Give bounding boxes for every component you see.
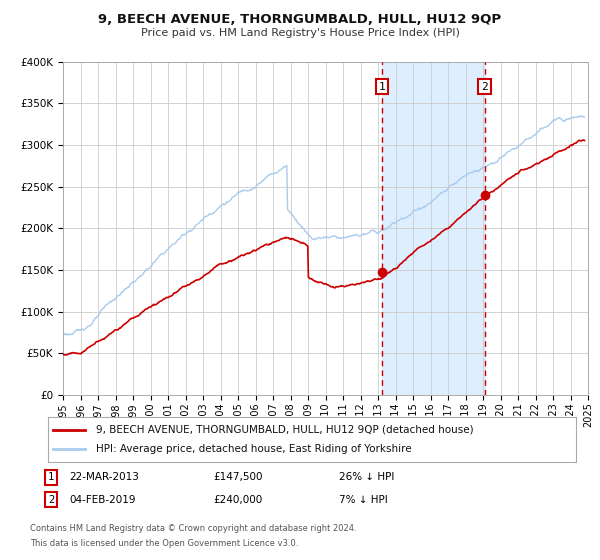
Text: 1: 1 — [379, 82, 385, 92]
Text: £240,000: £240,000 — [213, 494, 262, 505]
Text: 2: 2 — [48, 494, 54, 505]
Text: 04-FEB-2019: 04-FEB-2019 — [69, 494, 136, 505]
Text: 7% ↓ HPI: 7% ↓ HPI — [339, 494, 388, 505]
Text: 9, BEECH AVENUE, THORNGUMBALD, HULL, HU12 9QP (detached house): 9, BEECH AVENUE, THORNGUMBALD, HULL, HU1… — [95, 424, 473, 435]
Text: 9, BEECH AVENUE, THORNGUMBALD, HULL, HU12 9QP: 9, BEECH AVENUE, THORNGUMBALD, HULL, HU1… — [98, 13, 502, 26]
Text: £147,500: £147,500 — [213, 472, 263, 482]
Text: This data is licensed under the Open Government Licence v3.0.: This data is licensed under the Open Gov… — [30, 539, 298, 548]
Text: 22-MAR-2013: 22-MAR-2013 — [69, 472, 139, 482]
Bar — [382, 62, 485, 395]
Text: 1: 1 — [48, 472, 54, 482]
Text: 2: 2 — [481, 82, 488, 92]
Text: HPI: Average price, detached house, East Riding of Yorkshire: HPI: Average price, detached house, East… — [95, 445, 411, 455]
Text: Contains HM Land Registry data © Crown copyright and database right 2024.: Contains HM Land Registry data © Crown c… — [30, 524, 356, 533]
Text: Price paid vs. HM Land Registry's House Price Index (HPI): Price paid vs. HM Land Registry's House … — [140, 28, 460, 38]
Text: 26% ↓ HPI: 26% ↓ HPI — [339, 472, 394, 482]
